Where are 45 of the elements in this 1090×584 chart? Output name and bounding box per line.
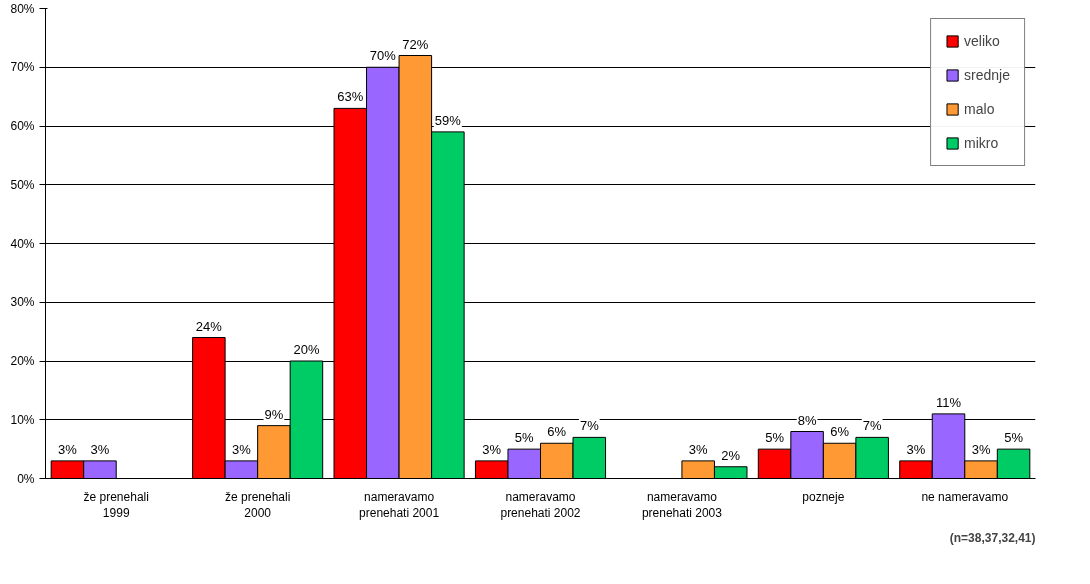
data-label: 11% [935,394,962,410]
data-label: 7% [579,418,600,434]
x-tick-label: že prenehali 2000 [224,489,291,521]
legend-label: srednje [964,67,1010,83]
data-label: 20% [293,342,320,357]
y-tick-label: 60% [10,119,35,133]
data-label: 2% [721,447,741,463]
data-label: 24% [195,318,223,334]
y-tick-label: 80% [10,1,35,16]
y-tick-label: 50% [10,177,35,192]
x-tick-label: nameravamo prenehati 2003 [641,489,723,521]
data-label: 5% [514,430,535,446]
data-label: 72% [402,36,429,52]
legend-label: malo [964,101,995,117]
data-label: 3% [971,441,991,457]
y-tick-label: 40% [10,236,35,251]
y-tick-label: 30% [10,295,35,310]
data-label: 59% [434,112,462,128]
text: (n=38,37,32,41) [949,530,1036,545]
data-label: 5% [1004,430,1024,446]
data-label: 9% [264,406,284,422]
data-label: 3% [58,441,78,457]
data-label: 5% [765,430,785,446]
y-tick-label: 20% [10,354,35,368]
legend-label: veliko [964,33,1000,49]
data-label: 3% [688,441,709,457]
y-tick-label: 10% [10,412,35,427]
y-tick-label: 70% [10,60,35,75]
data-label: 3% [906,441,926,457]
x-tick-label: že prenehali 1999 [83,489,149,521]
x-tick-label: ne nameravamo [921,489,1009,504]
x-tick-label: nameravamo prenehati 2002 [500,489,581,521]
data-label: 6% [830,424,850,440]
data-label: 63% [337,89,364,105]
data-label: 7% [862,418,882,434]
data-label: 70% [369,48,397,64]
data-label: 3% [231,441,252,457]
x-tick-label: nameravamo prenehati 2001 [359,489,440,521]
data-label: 3% [482,441,502,457]
data-label: 8% [797,412,817,428]
data-label: 3% [90,441,110,457]
data-label: 6% [547,424,567,440]
legend-label: mikro [964,135,999,151]
y-tick-label: 0% [17,471,35,486]
x-tick-label: pozneje [802,489,845,504]
